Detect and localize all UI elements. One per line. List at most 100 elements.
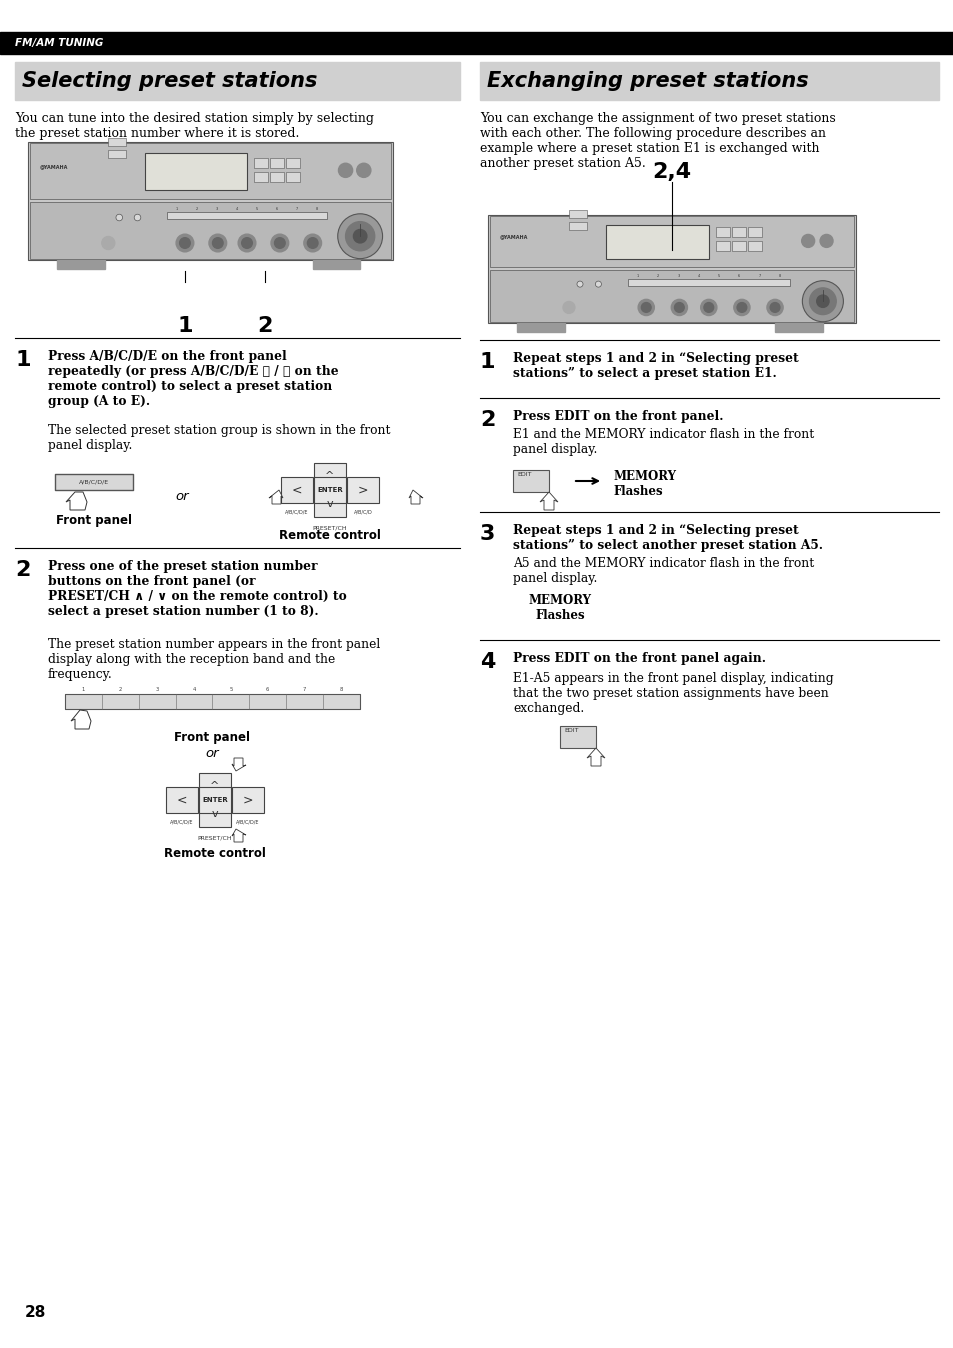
Polygon shape	[71, 710, 91, 729]
Text: Press A/B/C/D/E on the front panel
repeatedly (or press A/B/C/D/E 〈 / 〉 on the
r: Press A/B/C/D/E on the front panel repea…	[48, 350, 338, 408]
Bar	[0, 32, 953, 54]
Text: Press EDIT on the front panel.: Press EDIT on the front panel.	[513, 410, 722, 423]
Text: 1: 1	[175, 208, 177, 212]
Text: E1 and the MEMORY indicator flash in the front
panel display.: E1 and the MEMORY indicator flash in the…	[513, 429, 814, 456]
Text: 5: 5	[255, 208, 258, 212]
Circle shape	[353, 229, 367, 243]
Bar	[568, 209, 586, 217]
Bar	[254, 171, 268, 182]
Bar	[166, 787, 198, 813]
Polygon shape	[539, 492, 558, 510]
Circle shape	[337, 214, 382, 259]
Bar	[347, 477, 378, 503]
Text: Selecting preset stations: Selecting preset stations	[22, 71, 317, 92]
Bar	[747, 228, 761, 237]
Bar	[167, 213, 327, 220]
Text: MEMORY
Flashes: MEMORY Flashes	[528, 594, 591, 621]
Text: MEMORY
Flashes: MEMORY Flashes	[613, 470, 676, 497]
Bar	[55, 474, 132, 491]
Polygon shape	[586, 748, 604, 766]
Text: 5: 5	[229, 687, 233, 692]
Bar	[747, 241, 761, 251]
Circle shape	[176, 235, 193, 252]
Text: 1: 1	[15, 350, 30, 369]
Circle shape	[179, 237, 190, 248]
Circle shape	[562, 302, 575, 313]
Text: 3: 3	[215, 208, 218, 212]
Text: or: or	[174, 489, 189, 503]
Text: 4: 4	[479, 652, 495, 673]
Text: 6: 6	[275, 208, 278, 212]
Text: A/B/C/D/E: A/B/C/D/E	[285, 510, 309, 515]
Bar	[30, 202, 391, 259]
Text: 2: 2	[195, 208, 197, 212]
Text: A/B/C/D/E: A/B/C/D/E	[236, 820, 259, 825]
Text: 2: 2	[657, 275, 659, 279]
Text: 6: 6	[738, 275, 740, 279]
Text: Press one of the preset station number
buttons on the front panel (or
PRESET/CH : Press one of the preset station number b…	[48, 559, 346, 617]
Bar	[314, 462, 346, 489]
Text: Repeat steps 1 and 2 in “Selecting preset
stations” to select a preset station E: Repeat steps 1 and 2 in “Selecting prese…	[513, 352, 798, 380]
Bar	[199, 772, 231, 799]
Circle shape	[820, 235, 832, 248]
Text: A/B/C/D/E: A/B/C/D/E	[170, 820, 193, 825]
Bar	[490, 216, 853, 267]
Circle shape	[116, 214, 122, 221]
Text: 1: 1	[479, 352, 495, 372]
Bar	[488, 214, 855, 324]
Text: EDIT: EDIT	[563, 728, 578, 733]
Bar	[716, 228, 729, 237]
Bar	[568, 221, 586, 229]
Text: ^: ^	[325, 470, 335, 481]
Text: 1: 1	[82, 687, 85, 692]
Text: Press EDIT on the front panel again.: Press EDIT on the front panel again.	[513, 652, 765, 665]
Bar	[109, 150, 126, 158]
Text: 5: 5	[717, 275, 720, 279]
Circle shape	[816, 295, 828, 307]
Circle shape	[769, 302, 780, 313]
Bar	[314, 491, 346, 518]
Bar	[254, 158, 268, 167]
Text: 4: 4	[235, 208, 238, 212]
Circle shape	[733, 299, 749, 315]
Bar	[731, 241, 745, 251]
Circle shape	[356, 163, 371, 178]
Circle shape	[274, 237, 285, 248]
Bar	[286, 171, 300, 182]
Bar	[199, 787, 231, 813]
Circle shape	[271, 235, 289, 252]
Text: or: or	[206, 747, 219, 760]
Text: 8: 8	[339, 687, 343, 692]
Text: @YAMAHA: @YAMAHA	[499, 235, 528, 240]
Text: 8: 8	[315, 208, 318, 212]
Text: 2: 2	[479, 410, 495, 430]
Bar	[232, 787, 264, 813]
Text: v: v	[326, 499, 333, 510]
Circle shape	[345, 221, 375, 251]
Polygon shape	[269, 491, 283, 504]
Text: Front panel: Front panel	[174, 731, 251, 744]
Text: 1: 1	[177, 315, 193, 336]
Text: A5 and the MEMORY indicator flash in the front
panel display.: A5 and the MEMORY indicator flash in the…	[513, 557, 814, 585]
Circle shape	[801, 235, 814, 248]
Text: 3: 3	[155, 687, 158, 692]
Text: A/B/C/D/E: A/B/C/D/E	[79, 480, 109, 484]
Bar	[145, 154, 247, 190]
Text: Repeat steps 1 and 2 in “Selecting preset
stations” to select another preset sta: Repeat steps 1 and 2 in “Selecting prese…	[513, 524, 822, 551]
Circle shape	[209, 235, 227, 252]
Circle shape	[238, 235, 255, 252]
Circle shape	[134, 214, 141, 221]
Polygon shape	[66, 492, 87, 510]
Bar	[281, 477, 313, 503]
Circle shape	[304, 235, 321, 252]
Bar	[199, 801, 231, 828]
Bar	[774, 324, 822, 332]
Circle shape	[674, 302, 683, 313]
Bar	[30, 143, 391, 198]
Bar	[28, 142, 393, 260]
Bar	[314, 477, 346, 503]
Circle shape	[700, 299, 716, 315]
Text: 4: 4	[193, 687, 195, 692]
Text: The preset station number appears in the front panel
display along with the rece: The preset station number appears in the…	[48, 638, 380, 681]
Circle shape	[241, 237, 252, 248]
